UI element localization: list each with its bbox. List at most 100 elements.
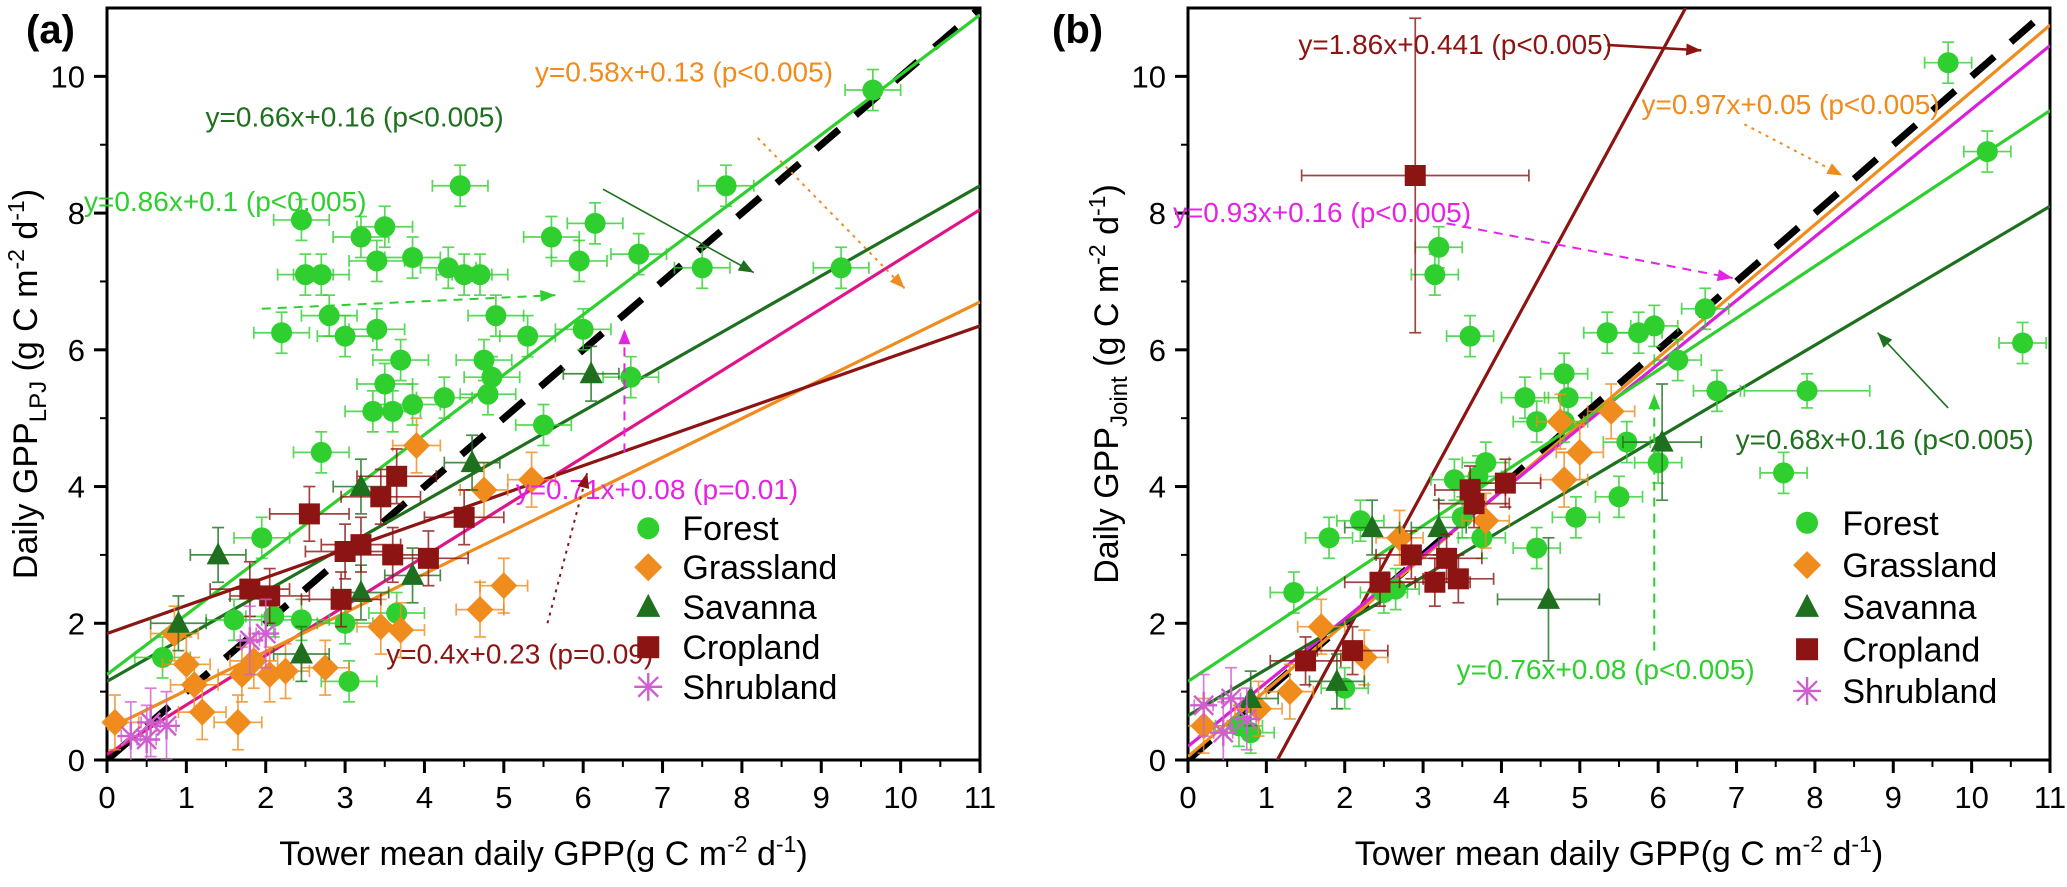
data-point: [402, 247, 424, 269]
data-point: [310, 264, 332, 286]
data-point: [334, 540, 356, 562]
data-point: [272, 657, 300, 685]
data-point: [1217, 684, 1245, 712]
data-point: [206, 542, 230, 565]
data-point: [318, 305, 340, 327]
data-point: [350, 534, 372, 556]
annotations: y=1.86x+0.441 (p<0.005) y=0.97x+0.05 (p<0…: [1173, 29, 2034, 685]
axis-label: Daily GPPJoint​ (g C m-2​ d-1​): [1084, 184, 1133, 584]
x-tick-label: 3: [336, 780, 353, 815]
y-tick-label: 0: [68, 743, 85, 778]
data-point: [1976, 141, 1998, 163]
data-point: [481, 366, 503, 388]
equation-label: y=0.68x+0.16 (p<0.005): [1736, 424, 2034, 455]
legend-item-forest: Forest: [1796, 505, 1939, 543]
x-tick-label: 7: [654, 780, 671, 815]
data-point: [133, 725, 161, 753]
y-tick-label: 10: [1132, 59, 1166, 94]
data-point: [1526, 537, 1548, 559]
data-point: [382, 544, 404, 566]
data-point: [490, 572, 518, 600]
data-point: [290, 609, 312, 631]
data-point: [298, 503, 320, 525]
equation-label: y=0.66x+0.16 (p<0.005): [206, 101, 504, 132]
legend-item-grassland: Grassland: [1793, 547, 1997, 585]
legend-label: Shrubland: [1842, 673, 1997, 711]
x-tick-label: 6: [575, 780, 592, 815]
series-savanna: [149, 345, 620, 683]
x-tick-label: 11: [2034, 780, 2066, 815]
data-point: [1369, 571, 1391, 593]
legend-item-shrubland: Shrubland: [1793, 673, 1997, 711]
data-point: [386, 465, 408, 487]
x-tick-label: 9: [813, 780, 830, 815]
line-forest-fit: [1188, 109, 2050, 683]
panel-a-label: (a): [26, 8, 75, 52]
data-point: [1349, 510, 1371, 532]
x-tick-label: 1: [1258, 780, 1275, 815]
x-tick-label: 1: [178, 780, 195, 815]
data-point: [1463, 493, 1485, 515]
data-point: [1318, 527, 1340, 549]
data-point: [485, 305, 507, 327]
data-point: [1239, 685, 1263, 708]
equation-label: y=0.4x+0.23 (p=0.09): [386, 639, 653, 670]
data-point: [1424, 571, 1446, 593]
data-point: [338, 670, 360, 692]
legend-label: Forest: [682, 510, 779, 548]
data-point: [1773, 462, 1795, 484]
line-one-to-one: [1188, 8, 2050, 760]
data-point: [251, 527, 273, 549]
legend-label: Forest: [1842, 505, 1939, 543]
data-point: [1565, 506, 1587, 528]
data-point: [180, 671, 208, 699]
legend-label: Grassland: [1842, 547, 1997, 585]
data-point: [1647, 452, 1669, 474]
x-tick-label: 0: [1179, 780, 1196, 815]
legend-item-cropland: Cropland: [637, 629, 820, 667]
data-point: [402, 394, 424, 416]
data-point: [1427, 515, 1451, 538]
data-point: [366, 250, 388, 272]
data-point: [1276, 678, 1304, 706]
x-tick-label: 10: [883, 780, 917, 815]
legend-label: Shrubland: [682, 669, 837, 707]
data-point: [517, 325, 539, 347]
y-tick-label: 4: [68, 470, 85, 505]
data-point: [1233, 705, 1261, 733]
legend-item-cropland: Cropland: [1796, 631, 1980, 669]
panel-b-label: (b): [1052, 8, 1104, 52]
equation-label: y=0.58x+0.13 (p<0.005): [535, 56, 833, 87]
equation-label: y=1.86x+0.441 (p<0.005): [1298, 29, 1612, 60]
x-tick-label: 10: [1954, 780, 1988, 815]
data-point: [1447, 568, 1469, 590]
x-tick-label: 6: [1650, 780, 1667, 815]
panel-a: 0 1 2 3 4 5 6 7 8 9 10 11 0 2 4 6 8 10 Tower mean daily GP…: [3, 6, 996, 873]
legend-label: Cropland: [1842, 631, 1980, 669]
data-point: [367, 613, 395, 641]
data-point: [437, 257, 459, 279]
data-point: [1283, 582, 1305, 604]
legend-item-savanna: Savanna: [636, 589, 817, 627]
data-point: [334, 612, 356, 634]
data-point: [1557, 387, 1579, 409]
data-point: [1608, 486, 1630, 508]
annotations: y=0.58x+0.13 (p<0.005) y=0.66x+0.16 (p<0.…: [84, 56, 906, 670]
line-forest-fit: [107, 13, 980, 676]
equation-label: y=0.86x+0.1 (p<0.005): [84, 186, 367, 217]
data-point: [584, 212, 606, 234]
data-point: [330, 588, 352, 610]
axis-label: Tower mean daily GPP(g C m-2​ d-1​): [1355, 831, 1883, 873]
data-point: [1325, 668, 1349, 691]
data-point: [453, 506, 475, 528]
data-point: [1494, 472, 1516, 494]
x-tick-label: 3: [1414, 780, 1431, 815]
data-point: [1342, 640, 1364, 662]
equation-label: y=0.97x+0.05 (p<0.005): [1642, 89, 1940, 120]
data-point: [1566, 438, 1594, 466]
data-point: [152, 646, 174, 668]
data-point: [473, 349, 495, 371]
data-point: [1650, 429, 1674, 452]
